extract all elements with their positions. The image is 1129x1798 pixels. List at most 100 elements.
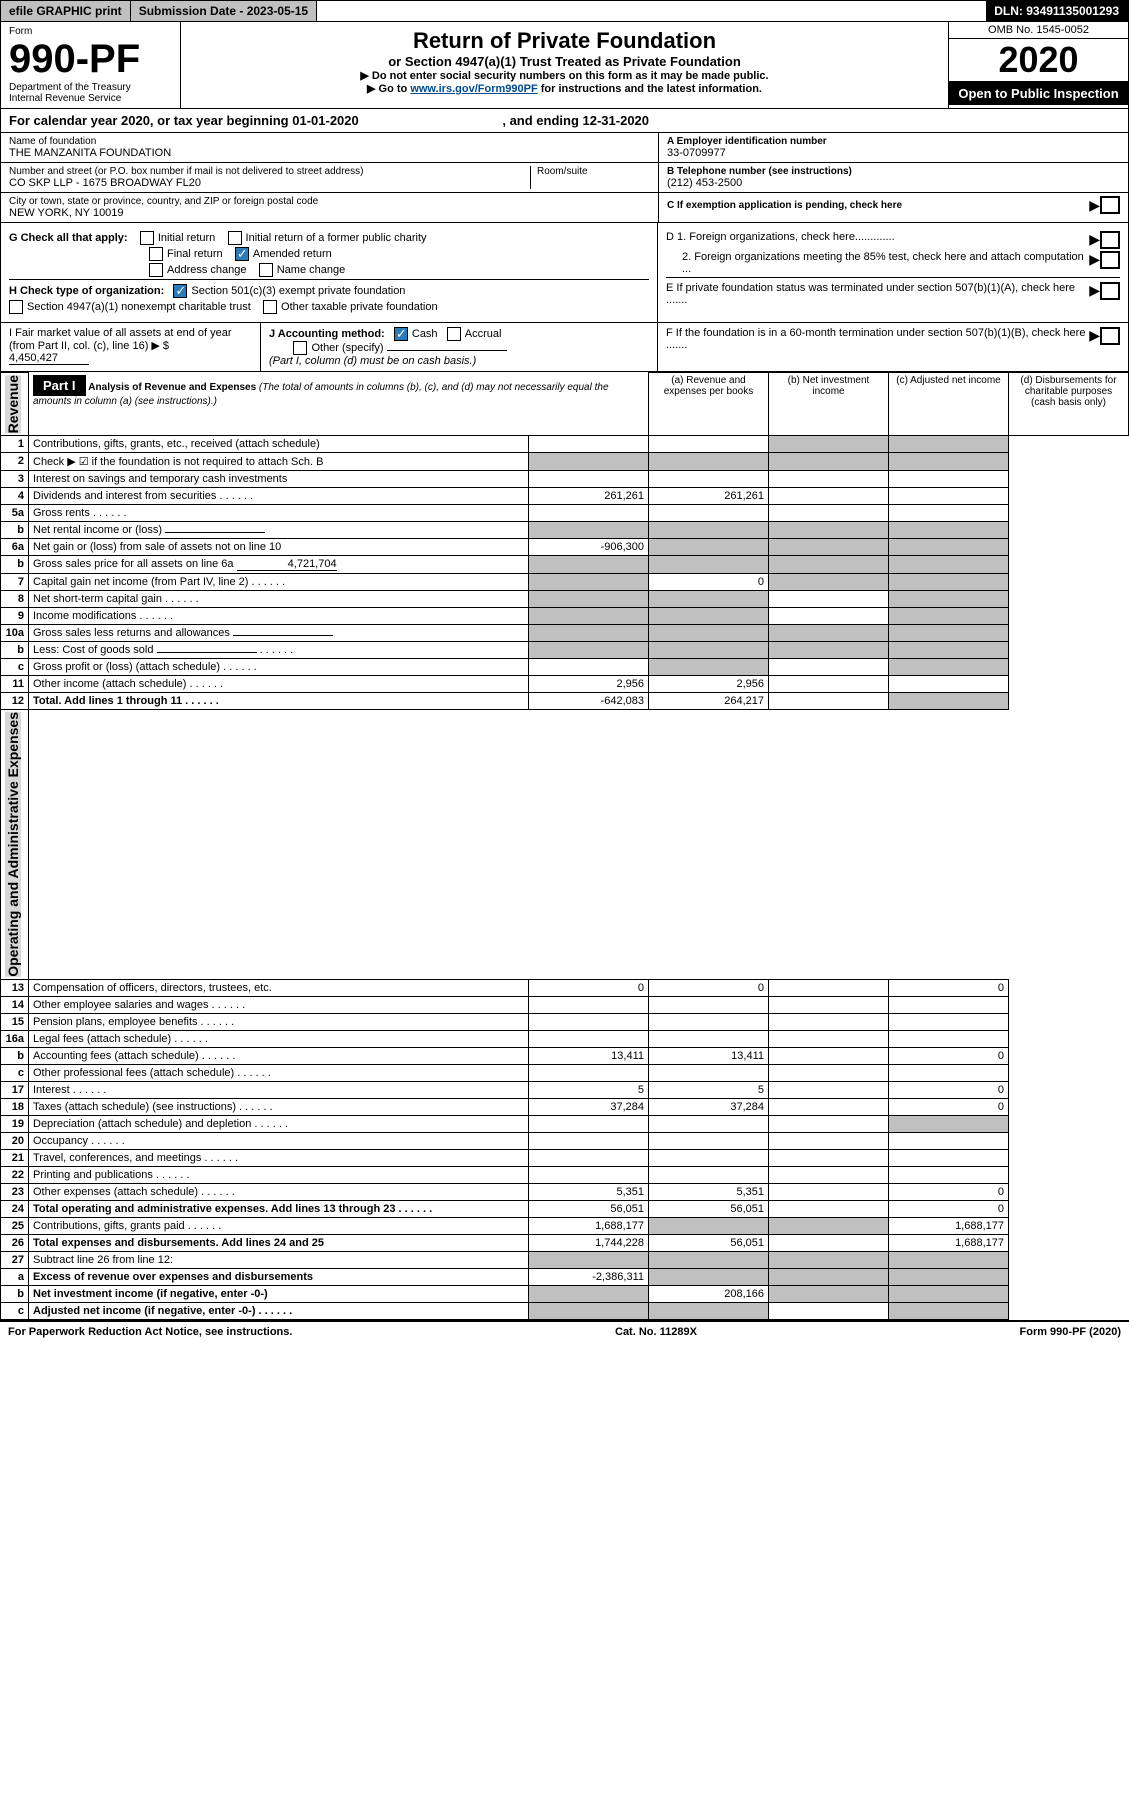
line-desc: Adjusted net income (if negative, enter … [29, 1303, 529, 1320]
irs-link[interactable]: www.irs.gov/Form990PF [410, 83, 537, 95]
col-d [889, 1065, 1009, 1082]
col-b [649, 1269, 769, 1286]
col-b: 56,051 [649, 1235, 769, 1252]
col-d: 0 [889, 980, 1009, 997]
col-c [769, 556, 889, 574]
line-desc: Income modifications . . . . . . [29, 608, 529, 625]
cash-checkbox[interactable] [394, 327, 408, 341]
col-d [889, 505, 1009, 522]
line-num: 11 [1, 676, 29, 693]
line-num: 6a [1, 539, 29, 556]
line-num: 3 [1, 471, 29, 488]
col-a [529, 1031, 649, 1048]
line-num: 13 [1, 980, 29, 997]
d2-checkbox[interactable] [1100, 251, 1120, 269]
col-a: 1,688,177 [529, 1218, 649, 1235]
line-desc: Gross profit or (loss) (attach schedule)… [29, 659, 529, 676]
f-label: F If the foundation is in a 60-month ter… [666, 327, 1089, 367]
line-num: 22 [1, 1167, 29, 1184]
line-num: 27 [1, 1252, 29, 1269]
line-desc: Excess of revenue over expenses and disb… [29, 1269, 529, 1286]
accrual-checkbox[interactable] [447, 327, 461, 341]
col-d [889, 1150, 1009, 1167]
4947-checkbox[interactable] [9, 300, 23, 314]
col-a: -906,300 [529, 539, 649, 556]
c-checkbox[interactable] [1100, 196, 1120, 214]
name-change-checkbox[interactable] [259, 263, 273, 277]
ein-label: A Employer identification number [667, 136, 1120, 147]
col-c [769, 1116, 889, 1133]
line-desc: Compensation of officers, directors, tru… [29, 980, 529, 997]
col-a: 1,744,228 [529, 1235, 649, 1252]
expenses-label: Operating and Administrative Expenses [5, 712, 21, 977]
d1-checkbox[interactable] [1100, 231, 1120, 249]
col-d [889, 539, 1009, 556]
initial-former-checkbox[interactable] [228, 231, 242, 245]
final-checkbox[interactable] [149, 247, 163, 261]
col-d: 0 [889, 1184, 1009, 1201]
line-num: 2 [1, 453, 29, 471]
phone-label: B Telephone number (see instructions) [667, 166, 1120, 177]
part1-label: Part I [33, 375, 86, 396]
f-checkbox[interactable] [1100, 327, 1120, 345]
open-inspection: Open to Public Inspection [949, 82, 1128, 105]
top-bar: efile GRAPHIC print Submission Date - 20… [0, 0, 1129, 22]
col-a [529, 642, 649, 659]
col-a [529, 436, 649, 453]
dln: DLN: 93491135001293 [986, 1, 1128, 21]
c-label: C If exemption application is pending, c… [667, 200, 1089, 211]
city-label: City or town, state or province, country… [9, 196, 650, 207]
col-d [889, 1269, 1009, 1286]
501c3-checkbox[interactable] [173, 284, 187, 298]
col-a-header: (a) Revenue and expenses per books [649, 373, 769, 436]
col-a: -2,386,311 [529, 1269, 649, 1286]
col-d: 1,688,177 [889, 1235, 1009, 1252]
col-d: 1,688,177 [889, 1218, 1009, 1235]
part1-title: Analysis of Revenue and Expenses [88, 382, 256, 393]
col-b [649, 471, 769, 488]
e-checkbox[interactable] [1100, 282, 1120, 300]
line-num: 25 [1, 1218, 29, 1235]
other-method-checkbox[interactable] [293, 341, 307, 355]
col-a: -642,083 [529, 693, 649, 710]
col-b [649, 625, 769, 642]
initial-checkbox[interactable] [140, 231, 154, 245]
col-c-header: (c) Adjusted net income [889, 373, 1009, 436]
addr-change-checkbox[interactable] [149, 263, 163, 277]
col-b [649, 659, 769, 676]
line-num: 24 [1, 1201, 29, 1218]
calendar-year: For calendar year 2020, or tax year begi… [0, 109, 1129, 133]
d1-label: D 1. Foreign organizations, check here..… [666, 231, 1089, 249]
col-c [769, 997, 889, 1014]
line-num: 7 [1, 574, 29, 591]
col-a: 261,261 [529, 488, 649, 505]
col-c [769, 1184, 889, 1201]
line-desc: Occupancy . . . . . . [29, 1133, 529, 1150]
paperwork-notice: For Paperwork Reduction Act Notice, see … [8, 1326, 292, 1338]
line-num: 23 [1, 1184, 29, 1201]
col-d [889, 1133, 1009, 1150]
col-d: 0 [889, 1082, 1009, 1099]
d2-label: 2. Foreign organizations meeting the 85%… [666, 251, 1089, 275]
amended-checkbox[interactable] [235, 247, 249, 261]
other-taxable-checkbox[interactable] [263, 300, 277, 314]
revenue-label: Revenue [5, 375, 21, 433]
col-c [769, 1303, 889, 1320]
col-c [769, 1082, 889, 1099]
col-c [769, 1065, 889, 1082]
submission-date: Submission Date - 2023-05-15 [131, 1, 317, 21]
col-d [889, 1116, 1009, 1133]
line-desc: Total expenses and disbursements. Add li… [29, 1235, 529, 1252]
col-b: 37,284 [649, 1099, 769, 1116]
col-c [769, 488, 889, 505]
col-c [769, 1269, 889, 1286]
line-num: 9 [1, 608, 29, 625]
instruction-ssn: ▶ Do not enter social security numbers o… [187, 69, 942, 82]
footer: For Paperwork Reduction Act Notice, see … [0, 1320, 1129, 1342]
omb-number: OMB No. 1545-0052 [949, 22, 1128, 39]
col-c [769, 1014, 889, 1031]
col-b: 261,261 [649, 488, 769, 505]
efile-label[interactable]: efile GRAPHIC print [1, 1, 131, 21]
irs: Internal Revenue Service [9, 93, 172, 104]
entity-info: Name of foundation THE MANZANITA FOUNDAT… [0, 133, 1129, 223]
